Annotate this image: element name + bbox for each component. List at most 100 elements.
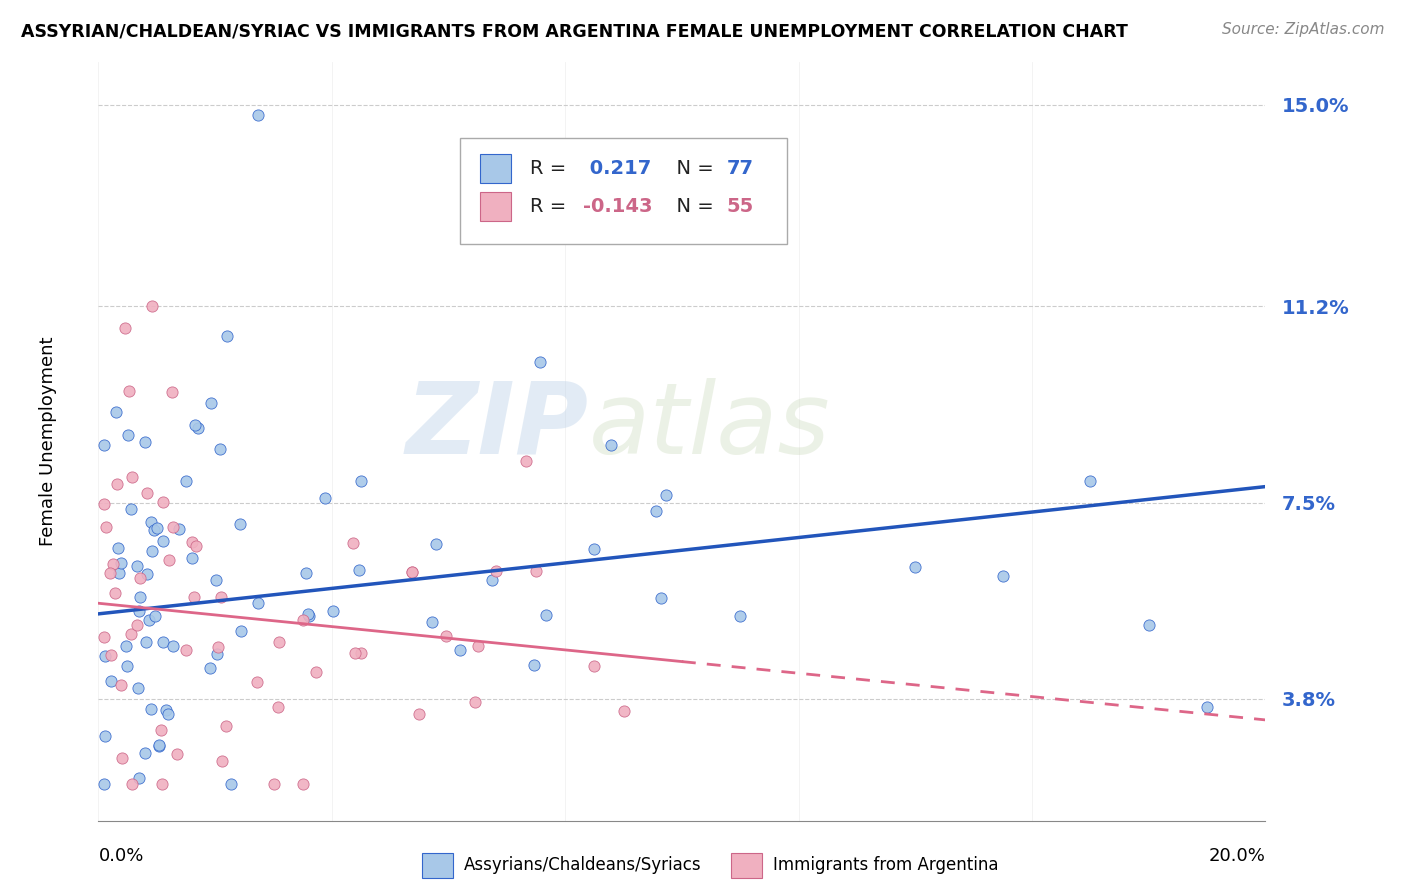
Point [142,523,165,537]
Point [515,454,537,468]
Point [120,627,142,641]
Point [401,565,423,579]
Point [434,629,457,643]
Point [129,590,152,604]
FancyBboxPatch shape [460,138,787,244]
Point [294,566,316,580]
Point [485,564,508,578]
Point [467,640,489,654]
Point [350,646,373,660]
Point [114,639,136,653]
Point [181,535,204,549]
Point [121,470,143,484]
Point [183,591,205,605]
Point [991,569,1014,583]
Point [114,320,136,334]
Text: atlas: atlas [589,378,830,475]
Text: Immigrants from Argentina: Immigrants from Argentina [773,856,998,874]
Point [449,643,471,657]
Point [141,299,163,313]
Text: N =: N = [665,197,720,216]
Point [342,535,364,549]
Point [523,658,546,673]
Point [184,539,207,553]
Point [215,329,238,343]
Point [136,486,159,500]
Point [157,553,180,567]
Text: R =: R = [530,159,572,178]
Point [343,646,366,660]
Point [181,551,204,566]
Point [187,421,209,435]
Point [135,635,157,649]
Point [127,618,149,632]
Point [1195,699,1218,714]
Point [246,675,269,690]
Point [305,665,328,679]
Text: R =: R = [530,197,572,216]
Point [152,634,174,648]
Point [136,566,159,581]
Text: 77: 77 [727,159,754,178]
Point [105,477,128,491]
Point [100,648,122,663]
Point [100,674,122,689]
Point [93,497,115,511]
Point [93,438,115,452]
Point [266,699,288,714]
Point [138,613,160,627]
Point [219,776,242,790]
Point [529,355,551,369]
Point [263,776,285,790]
Text: ZIP: ZIP [405,378,589,475]
Point [349,563,371,577]
Point [120,502,142,516]
Point [134,435,156,450]
Point [904,560,927,574]
Text: N =: N = [665,159,720,178]
Text: Source: ZipAtlas.com: Source: ZipAtlas.com [1222,22,1385,37]
Text: 0.0%: 0.0% [98,847,143,865]
Point [291,613,314,627]
Point [229,517,252,532]
Point [654,488,676,502]
Point [104,404,127,418]
Point [524,564,547,578]
Point [208,442,231,457]
Point [207,640,229,654]
Point [481,573,503,587]
Point [148,739,170,754]
Point [184,417,207,432]
Point [1080,474,1102,488]
Point [583,659,606,673]
Point [536,608,558,623]
Point [148,738,170,752]
Point [205,648,228,662]
Point [200,396,222,410]
Y-axis label: Female Unemployment: Female Unemployment [39,337,56,546]
Point [94,649,117,664]
Text: 20.0%: 20.0% [1209,847,1265,865]
Point [103,557,125,571]
Point [247,108,270,122]
Point [422,615,444,629]
Point [94,729,117,743]
Point [93,631,115,645]
Point [108,566,131,580]
Point [110,556,132,570]
Point [146,521,169,535]
Point [730,608,752,623]
Point [166,747,188,761]
Bar [479,192,510,221]
Text: ASSYRIAN/CHALDEAN/SYRIAC VS IMMIGRANTS FROM ARGENTINA FEMALE UNEMPLOYMENT CORREL: ASSYRIAN/CHALDEAN/SYRIAC VS IMMIGRANTS F… [21,22,1128,40]
Text: 0.217: 0.217 [582,159,651,178]
Point [314,491,336,505]
Text: 55: 55 [727,197,754,216]
Point [115,658,138,673]
Point [110,678,132,692]
Point [134,746,156,760]
Point [129,571,152,585]
Point [118,384,141,399]
Point [128,604,150,618]
Point [645,504,668,518]
